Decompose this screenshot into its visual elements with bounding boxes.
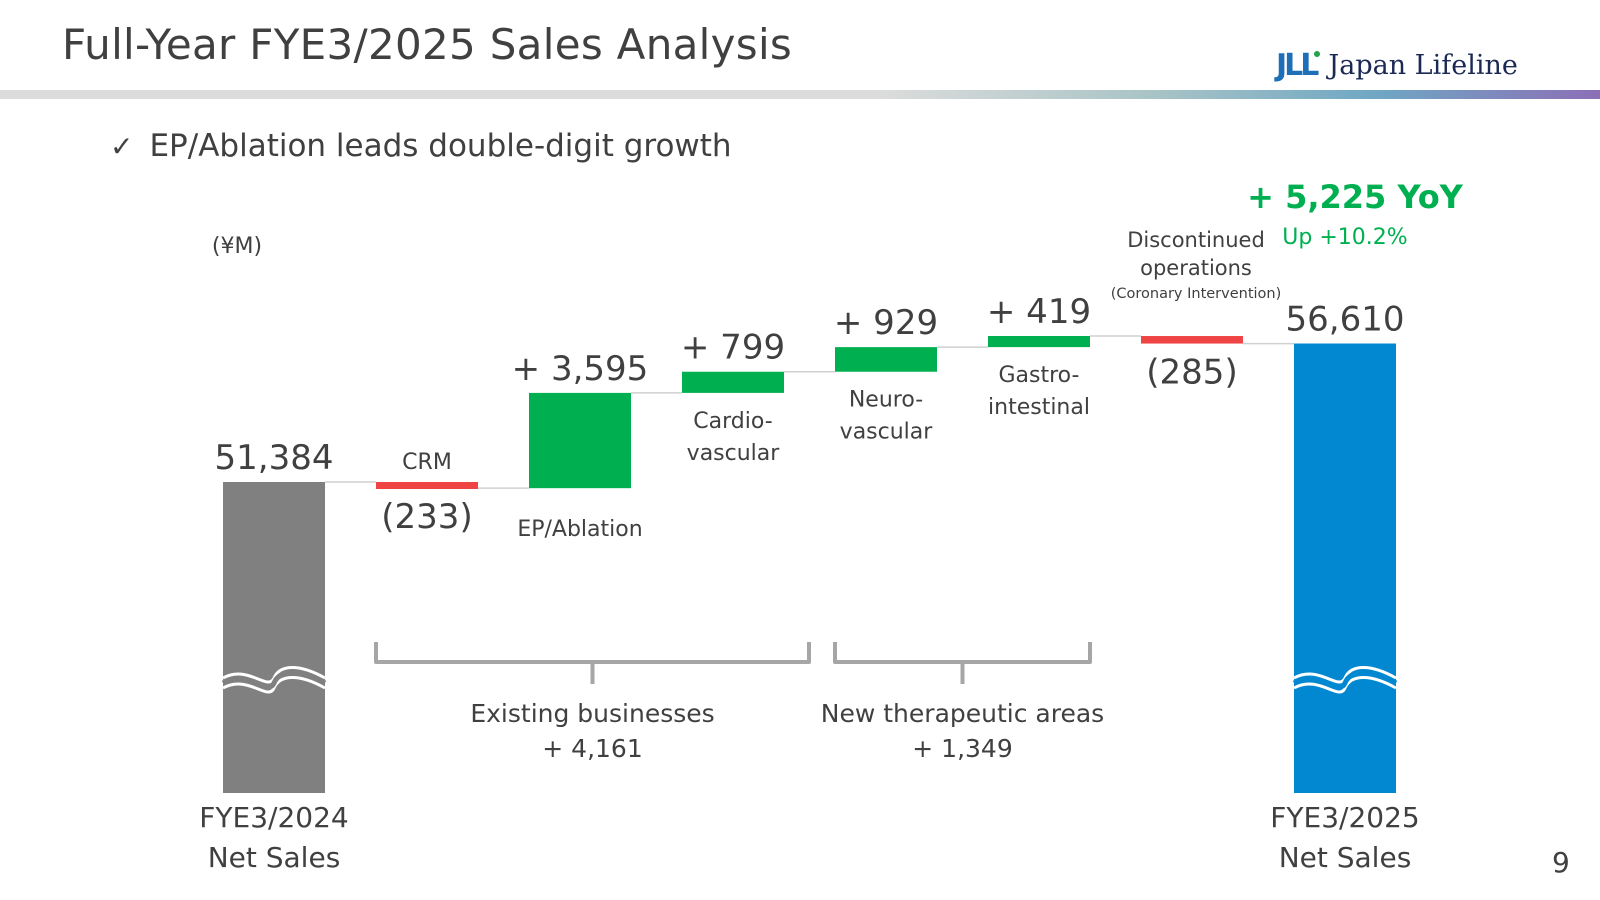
title-divider — [0, 90, 1600, 99]
key-message: ✓ EP/Ablation leads double-digit growth — [110, 128, 732, 164]
bar-2 — [529, 392, 631, 489]
category-label-7: Net Sales — [1279, 841, 1412, 874]
category-label-6: operations — [1140, 256, 1252, 280]
bar-1 — [376, 482, 478, 489]
value-label-7: 56,610 — [1286, 300, 1405, 340]
category-label-4: vascular — [840, 420, 934, 445]
category-label-5: intestinal — [988, 395, 1090, 420]
category-label-6: Discontinued — [1127, 228, 1265, 252]
category-label-0: Net Sales — [208, 841, 341, 874]
group-name-1: New therapeutic areas — [821, 699, 1104, 728]
page-number: 9 — [1552, 846, 1570, 879]
page-title: Full-Year FYE3/2025 Sales Analysis — [62, 20, 793, 69]
value-label-0: 51,384 — [215, 438, 334, 478]
bar-7 — [1294, 343, 1396, 793]
category-label-3: vascular — [687, 441, 781, 466]
value-label-6: (285) — [1146, 353, 1237, 393]
company-logo: JLL Japan Lifeline — [1276, 45, 1518, 85]
category-label-2: EP/Ablation — [517, 517, 642, 542]
bar-0 — [223, 482, 325, 793]
axis-break-gap — [1292, 670, 1398, 690]
group-name-0: Existing businesses — [470, 699, 714, 728]
value-label-1: (233) — [381, 497, 472, 537]
unit-label: (¥M) — [212, 234, 262, 259]
bar-4 — [835, 347, 937, 372]
axis-break-line — [222, 676, 326, 694]
logo-text: Japan Lifeline — [1328, 49, 1518, 81]
bar-3 — [682, 371, 784, 393]
category-sublabel-6: (Coronary Intervention) — [1111, 286, 1282, 302]
axis-break-line — [1293, 676, 1397, 694]
bar-5 — [988, 336, 1090, 348]
group-total-1: + 1,349 — [912, 734, 1012, 763]
value-label-3: + 799 — [681, 328, 785, 368]
value-label-4: + 929 — [834, 303, 938, 343]
axis-break-gap — [221, 670, 327, 690]
group-bracket-1 — [833, 642, 1092, 684]
yoy-subline: Up +10.2% — [1282, 225, 1407, 250]
category-label-4: Neuro- — [849, 388, 923, 413]
category-label-1: CRM — [402, 450, 452, 475]
category-label-7: FYE3/2025 — [1270, 801, 1419, 834]
jll-logo-icon: JLL — [1276, 48, 1321, 83]
value-label-5: + 419 — [987, 292, 1091, 332]
group-total-0: + 4,161 — [542, 734, 642, 763]
yoy-headline: + 5,225 YoY — [1247, 178, 1464, 216]
key-message-text: EP/Ablation leads double-digit growth — [149, 128, 732, 164]
value-label-2: + 3,595 — [512, 349, 649, 389]
bar-6 — [1141, 336, 1243, 344]
category-label-0: FYE3/2024 — [199, 801, 348, 834]
category-label-3: Cardio- — [693, 409, 772, 434]
group-bracket-0 — [374, 642, 811, 684]
check-icon: ✓ — [110, 129, 134, 163]
category-label-5: Gastro- — [999, 363, 1080, 388]
